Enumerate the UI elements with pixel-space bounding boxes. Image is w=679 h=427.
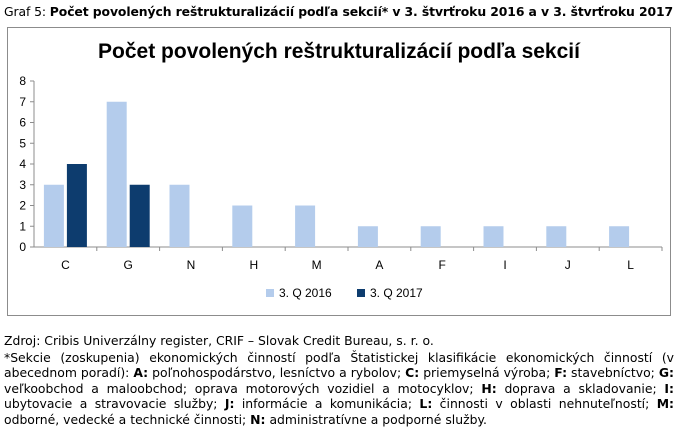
- caption-prefix: Graf 5:: [4, 4, 50, 19]
- y-tick-label: 4: [19, 157, 26, 171]
- footnote-code: N:: [250, 411, 266, 427]
- bar-q3-2017-C: [66, 164, 87, 247]
- bar-q3-2016-N: [169, 184, 190, 247]
- y-tick-label: 3: [19, 178, 26, 192]
- figure-caption: Graf 5: Počet povolených reštrukturalizá…: [4, 4, 673, 19]
- bar-q3-2016-C: [43, 184, 64, 247]
- x-category-label: N: [187, 258, 196, 272]
- x-category-label: C: [61, 258, 70, 272]
- x-category-label: L: [627, 258, 634, 272]
- y-tick-label: 2: [19, 199, 26, 213]
- bar-q3-2016-H: [232, 205, 253, 247]
- footnote-code: F:: [554, 365, 568, 381]
- bar-q3-2016-L: [609, 226, 630, 247]
- chart-title: Počet povolených reštrukturalizácií podľ…: [98, 40, 580, 63]
- caption-title: Počet povolených reštrukturalizácií podľ…: [49, 4, 674, 19]
- y-tick-label: 0: [19, 240, 26, 254]
- legend-swatch: [357, 289, 365, 297]
- legend-swatch: [266, 289, 274, 297]
- footnote-description: doprava a skladovanie;: [496, 380, 665, 396]
- x-category-label: I: [503, 258, 506, 272]
- bar-q3-2017-G: [129, 184, 150, 247]
- x-category-label: M: [312, 258, 322, 272]
- x-category-label: A: [375, 258, 383, 272]
- bar-q3-2016-A: [357, 226, 378, 247]
- y-tick-label: 1: [19, 219, 26, 233]
- bar-q3-2016-M: [295, 205, 316, 247]
- footnote-code: I:: [664, 380, 674, 396]
- source-note: Zdroj: Cribis Univerzálny register, CRIF…: [4, 333, 434, 348]
- chart-container: Počet povolených reštrukturalizácií podľ…: [7, 27, 671, 316]
- x-category-label: G: [124, 258, 133, 272]
- footnote-description: priemyselná výroba;: [419, 365, 555, 381]
- footnote-code: G:: [658, 365, 674, 381]
- y-tick-label: 6: [19, 116, 26, 130]
- footnote-description: činnosti v oblasti nehnuteľností;: [432, 396, 657, 412]
- bar-chart: 0 1 2 3 4 5 6 7 8 C G N H M A F I J L 3. Q 2016 3. Q 2017: [19, 74, 663, 300]
- footnote-description: administratívne a podporné služby.: [265, 411, 487, 427]
- x-category-label: F: [439, 258, 446, 272]
- x-category-label: H: [249, 258, 258, 272]
- y-tick-label: 5: [19, 136, 26, 150]
- footnote-intro: *Sekcie (zoskupenia) ekonomických činnos…: [4, 350, 674, 381]
- footnote-description: veľkoobchod a maloobchod; oprava motorov…: [4, 380, 482, 396]
- x-category-label: J: [565, 258, 571, 272]
- footnote-code: A:: [133, 365, 149, 381]
- footnote-code: C:: [405, 365, 420, 381]
- footnote-code: H:: [481, 380, 497, 396]
- footnote-description: informácie a komunikácia;: [234, 396, 420, 412]
- footnote: *Sekcie (zoskupenia) ekonomických činnos…: [4, 350, 674, 427]
- bar-q3-2016-J: [546, 226, 567, 247]
- bar-q3-2016-G: [106, 101, 127, 247]
- y-tick-label: 7: [19, 95, 26, 109]
- legend-label: 3. Q 2016: [279, 286, 332, 300]
- legend-label: 3. Q 2017: [370, 286, 423, 300]
- bar-q3-2016-I: [483, 226, 504, 247]
- footnote-description: poľnohospodárstvo, lesníctvo a rybolov;: [148, 365, 406, 381]
- footnote-code: J:: [224, 396, 235, 412]
- footnote-description: odborné, vedecké a technické činnosti;: [4, 411, 251, 427]
- bar-q3-2016-F: [420, 226, 441, 247]
- footnote-code: L:: [419, 396, 433, 412]
- footnote-description: stavebníctvo;: [567, 365, 659, 381]
- footnote-description: ubytovacie a stravovacie služby;: [4, 396, 225, 412]
- y-tick-label: 8: [19, 74, 26, 88]
- footnote-code: M:: [656, 396, 674, 412]
